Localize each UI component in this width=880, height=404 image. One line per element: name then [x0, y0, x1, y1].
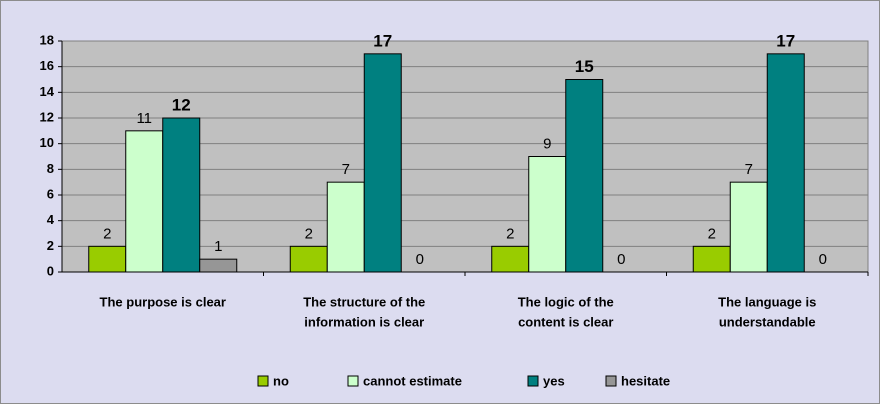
bar	[528, 156, 567, 273]
y-tick-label: 0	[47, 263, 54, 278]
legend-swatch	[605, 375, 617, 387]
value-label: 9	[543, 135, 551, 152]
legend-label: yes	[543, 373, 565, 388]
value-label: 0	[819, 251, 827, 268]
value-label: 2	[103, 225, 111, 242]
x-tick-label: The structure of the	[303, 294, 425, 309]
value-label: 12	[172, 95, 191, 114]
value-label: 17	[373, 31, 392, 50]
bar	[162, 117, 201, 273]
bar	[565, 79, 604, 273]
value-label: 2	[708, 225, 716, 242]
bar	[491, 245, 530, 273]
bar	[289, 245, 328, 273]
legend-swatch	[527, 375, 539, 387]
x-tick-label: information is clear	[304, 314, 424, 329]
bar	[363, 53, 402, 273]
value-label: 11	[136, 110, 152, 127]
value-label: 2	[305, 225, 313, 242]
value-label: 15	[575, 57, 594, 76]
bar	[88, 245, 127, 273]
y-tick-label: 10	[40, 135, 54, 150]
x-tick-label: understandable	[719, 314, 816, 329]
value-label: 0	[416, 251, 424, 268]
value-label: 17	[776, 31, 795, 50]
x-tick-label: content is clear	[518, 314, 613, 329]
bar	[125, 130, 164, 273]
bar	[326, 181, 365, 273]
value-label: 2	[506, 225, 514, 242]
y-tick-label: 16	[40, 58, 54, 73]
x-tick-label: The purpose is clear	[100, 294, 226, 309]
bar	[692, 245, 731, 273]
value-label: 7	[342, 161, 350, 178]
y-tick-label: 6	[47, 186, 54, 201]
y-tick-label: 8	[47, 161, 54, 176]
bar	[729, 181, 768, 273]
legend-label: hesitate	[621, 373, 670, 388]
bar	[199, 258, 238, 273]
y-tick-label: 14	[40, 84, 55, 99]
y-tick-label: 2	[47, 238, 54, 253]
legend-label: cannot estimate	[363, 373, 462, 388]
legend-swatch	[347, 375, 359, 387]
legend-label: no	[273, 373, 289, 388]
y-tick-label: 4	[47, 212, 55, 227]
bar	[766, 53, 805, 273]
legend-swatch	[257, 375, 269, 387]
value-label: 7	[745, 161, 753, 178]
x-tick-label: The language is	[718, 294, 816, 309]
value-label: 0	[617, 251, 625, 268]
x-tick-label: The logic of the	[518, 294, 614, 309]
y-tick-label: 18	[40, 32, 54, 47]
y-tick-label: 12	[40, 109, 54, 124]
value-label: 1	[214, 238, 222, 255]
